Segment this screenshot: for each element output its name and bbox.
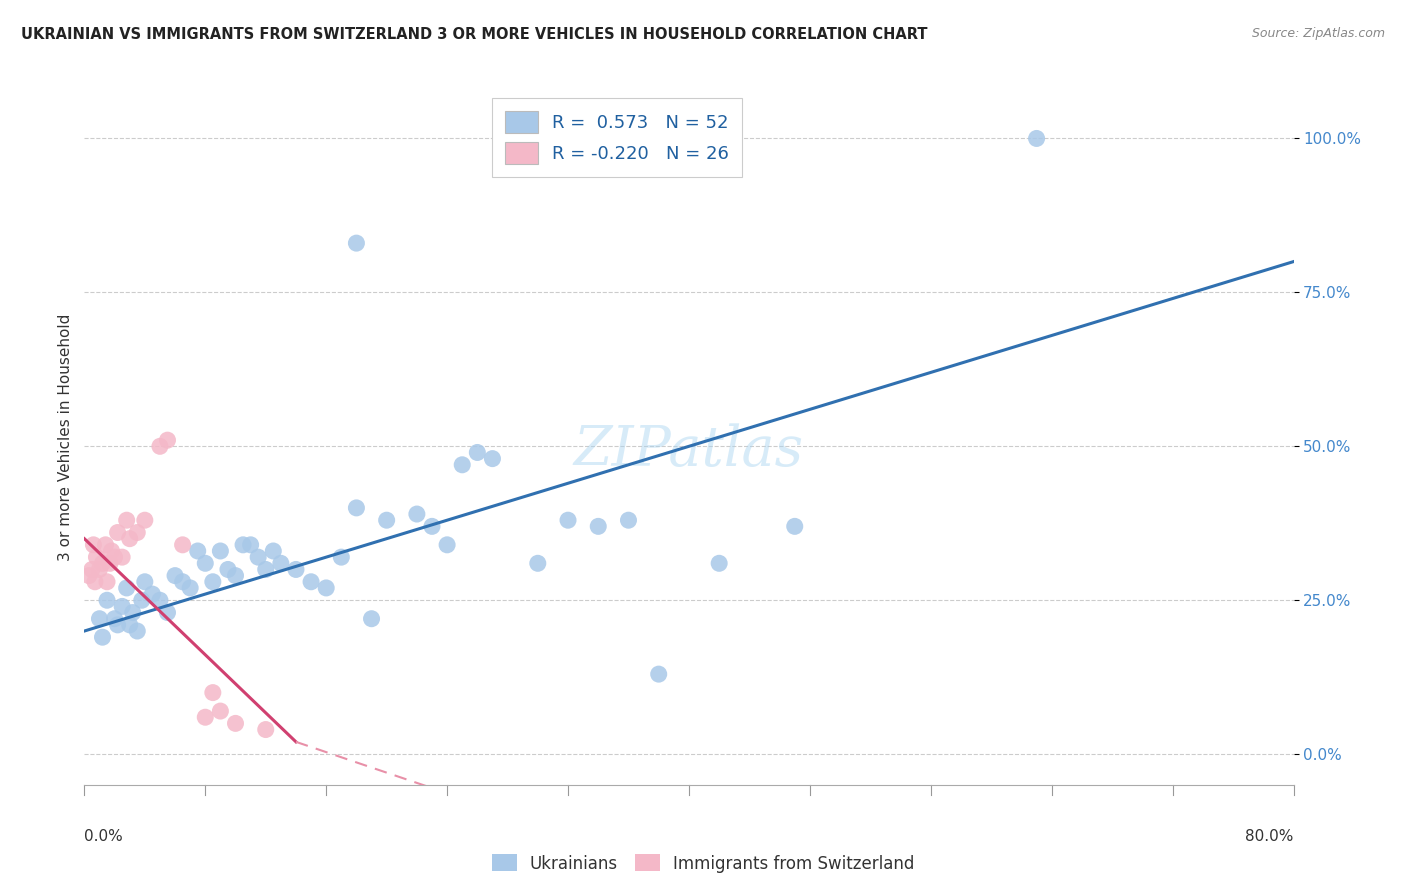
Point	[165, 568, 187, 582]
Point	[375, 513, 398, 527]
Point	[225, 568, 247, 582]
Point	[315, 581, 337, 595]
Point	[406, 507, 429, 521]
Point	[84, 574, 107, 589]
Point	[179, 581, 201, 595]
Point	[451, 458, 474, 472]
Point	[118, 618, 141, 632]
Point	[217, 562, 239, 576]
Point	[89, 562, 111, 576]
Point	[194, 557, 217, 571]
Point	[149, 593, 172, 607]
Point	[96, 574, 118, 589]
Point	[80, 562, 103, 576]
Point	[254, 562, 277, 576]
Point	[156, 433, 179, 447]
Point	[187, 544, 209, 558]
Point	[77, 568, 100, 582]
Point	[201, 685, 224, 699]
Point	[91, 630, 114, 644]
Point	[115, 581, 138, 595]
Text: UKRAINIAN VS IMMIGRANTS FROM SWITZERLAND 3 OR MORE VEHICLES IN HOUSEHOLD CORRELA: UKRAINIAN VS IMMIGRANTS FROM SWITZERLAND…	[21, 27, 928, 42]
Point	[82, 538, 104, 552]
Point	[201, 574, 224, 589]
Point	[118, 532, 141, 546]
Point	[783, 519, 806, 533]
Point	[134, 574, 156, 589]
Point	[209, 544, 232, 558]
Point	[481, 451, 503, 466]
Point	[232, 538, 254, 552]
Point	[1025, 131, 1047, 145]
Point	[96, 593, 118, 607]
Point	[172, 538, 194, 552]
Point	[134, 513, 156, 527]
Point	[104, 612, 127, 626]
Point	[98, 557, 121, 571]
Point	[111, 550, 134, 565]
Point	[330, 550, 353, 565]
Point	[346, 500, 368, 515]
Legend: Ukrainians, Immigrants from Switzerland: Ukrainians, Immigrants from Switzerland	[485, 847, 921, 880]
Point	[131, 593, 153, 607]
Point	[89, 612, 111, 626]
Point	[247, 550, 270, 565]
Point	[156, 606, 179, 620]
Point	[121, 606, 143, 620]
Point	[141, 587, 163, 601]
Point	[436, 538, 458, 552]
Point	[346, 236, 368, 251]
Point	[104, 550, 127, 565]
Point	[557, 513, 579, 527]
Point	[111, 599, 134, 614]
Text: ZIPatlas: ZIPatlas	[574, 424, 804, 478]
Point	[709, 557, 731, 571]
Point	[115, 513, 138, 527]
Point	[270, 557, 292, 571]
Point	[299, 574, 322, 589]
Point	[284, 562, 308, 576]
Point	[360, 612, 382, 626]
Point	[617, 513, 640, 527]
Legend: R =  0.573   N = 52, R = -0.220   N = 26: R = 0.573 N = 52, R = -0.220 N = 26	[492, 98, 741, 177]
Point	[225, 716, 247, 731]
Point	[647, 667, 671, 681]
Point	[262, 544, 284, 558]
Point	[254, 723, 277, 737]
Point	[127, 624, 149, 638]
Point	[149, 439, 172, 453]
Point	[127, 525, 149, 540]
Point	[94, 538, 117, 552]
Point	[86, 550, 108, 565]
Text: 0.0%: 0.0%	[84, 829, 124, 844]
Point	[100, 544, 122, 558]
Point	[209, 704, 232, 718]
Text: Source: ZipAtlas.com: Source: ZipAtlas.com	[1251, 27, 1385, 40]
Point	[91, 557, 114, 571]
Point	[527, 557, 550, 571]
Text: 80.0%: 80.0%	[1246, 829, 1294, 844]
Point	[239, 538, 262, 552]
Point	[588, 519, 610, 533]
Point	[172, 574, 194, 589]
Point	[467, 445, 489, 459]
Point	[107, 618, 129, 632]
Y-axis label: 3 or more Vehicles in Household: 3 or more Vehicles in Household	[58, 313, 73, 561]
Point	[107, 525, 129, 540]
Point	[420, 519, 443, 533]
Point	[194, 710, 217, 724]
